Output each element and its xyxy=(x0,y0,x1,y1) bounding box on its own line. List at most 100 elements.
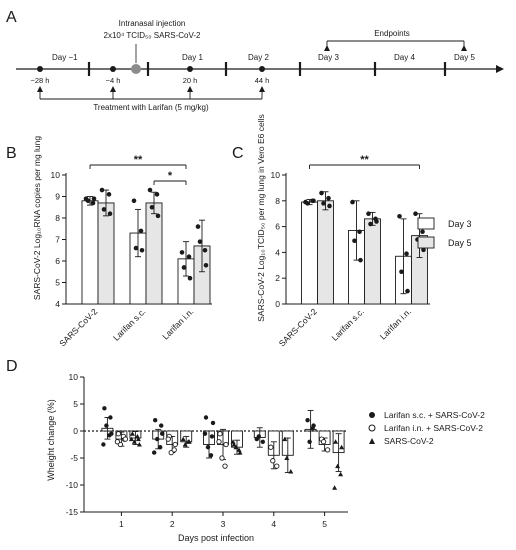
day-label-5: Day 5 xyxy=(454,53,475,62)
data-point xyxy=(155,213,161,219)
infection-dot xyxy=(131,64,141,74)
data-point xyxy=(108,415,113,420)
x-tick-label: 2 xyxy=(170,519,175,529)
hour-label-minus-28: −28 h xyxy=(31,76,50,85)
data-point xyxy=(172,441,178,448)
data-point xyxy=(115,431,122,437)
endpoints-label: Endpoints xyxy=(374,29,410,38)
data-point xyxy=(136,442,142,447)
data-point xyxy=(203,415,209,420)
data-point xyxy=(274,463,280,469)
data-point xyxy=(107,211,113,216)
data-point xyxy=(179,250,185,255)
bar xyxy=(145,202,163,305)
data-point xyxy=(405,288,410,294)
data-point xyxy=(128,436,134,442)
data-point xyxy=(139,247,145,253)
legend-cov-label: SARS-CoV-2 xyxy=(384,436,434,446)
data-point xyxy=(149,204,155,210)
data-point xyxy=(186,254,192,259)
panel-d-letter: D xyxy=(6,358,18,375)
y-tick-label: 8 xyxy=(55,213,60,223)
timeline-day-dividers xyxy=(87,62,447,76)
data-point xyxy=(223,441,229,448)
data-point xyxy=(219,455,225,461)
bar xyxy=(317,200,334,305)
legend-day5-swatch xyxy=(417,236,435,249)
y-tick-label: 9 xyxy=(55,192,60,202)
data-point xyxy=(133,245,139,251)
y-tick-label: 6 xyxy=(55,256,60,266)
data-point xyxy=(195,224,201,229)
data-point xyxy=(209,434,215,439)
y-tick-label: 10 xyxy=(69,372,79,382)
timeline-arrowhead xyxy=(496,65,504,73)
y-tick-label: 10 xyxy=(51,170,61,180)
data-point xyxy=(101,207,107,212)
data-point xyxy=(91,196,97,201)
data-point xyxy=(230,439,236,444)
data-point xyxy=(332,485,338,490)
y-tick-label: 4 xyxy=(55,299,60,309)
y-tick-label: 2 xyxy=(275,273,280,283)
y-tick-label: 4 xyxy=(275,247,280,257)
treatment-bracket xyxy=(39,90,263,100)
legend-in-marker xyxy=(368,424,376,432)
data-point xyxy=(358,257,363,263)
data-point xyxy=(320,439,327,445)
y-tick-label: 5 xyxy=(73,399,78,409)
data-point xyxy=(374,219,379,224)
data-point xyxy=(368,221,373,227)
data-point xyxy=(404,251,409,256)
data-point xyxy=(260,439,265,444)
data-point xyxy=(109,431,114,436)
data-point xyxy=(135,436,141,442)
data-point xyxy=(147,187,153,193)
data-point xyxy=(131,198,137,204)
category-label: Larifan s.c. xyxy=(329,306,365,342)
data-point xyxy=(203,263,209,268)
chart-b: 4 5 6 7 8 9 10 SARS-CoV-2 Larifan s.c. Larifan i.… xyxy=(51,154,212,348)
x-tick-label: 1 xyxy=(119,519,124,529)
data-point xyxy=(114,439,121,445)
data-point xyxy=(237,450,243,455)
x-tick-label: 5 xyxy=(322,519,327,529)
data-point xyxy=(327,203,332,209)
data-point xyxy=(236,447,242,452)
data-point xyxy=(101,442,106,447)
data-point xyxy=(333,439,339,444)
data-point xyxy=(106,192,112,197)
chart-d: -15 -10 -5 0 5 10 1 2 3 4 5 xyxy=(66,372,348,529)
y-tick-label: 8 xyxy=(275,196,280,206)
data-point xyxy=(335,463,341,469)
data-point xyxy=(90,200,96,206)
data-point xyxy=(324,447,331,453)
day-label-3: Day 3 xyxy=(318,53,339,62)
significance-label: * xyxy=(168,170,173,182)
hour-label-minus-4: −4 h xyxy=(106,76,121,85)
treatment-dots xyxy=(37,66,265,72)
day-label-1: Day 1 xyxy=(182,53,203,62)
data-point xyxy=(319,190,324,196)
data-point xyxy=(256,434,261,439)
bar xyxy=(364,218,381,305)
data-point xyxy=(270,458,276,464)
data-point xyxy=(399,269,404,275)
endpoints-bracket xyxy=(326,40,465,49)
y-tick-label: 0 xyxy=(73,426,78,436)
day-label-4: Day 4 xyxy=(394,53,415,62)
data-point xyxy=(185,439,191,444)
panel-d: D Wheight change (%) Days post infection… xyxy=(6,358,348,543)
data-point xyxy=(154,192,160,197)
data-point xyxy=(122,436,129,442)
category-label: Larifan i.n. xyxy=(378,306,413,341)
data-point xyxy=(305,418,310,423)
significance-label: ** xyxy=(134,154,143,166)
data-point xyxy=(216,439,222,445)
data-point xyxy=(155,436,160,442)
legend-sc-label: Larifan s.c. + SARS-CoV-2 xyxy=(384,410,485,420)
category-label: SARS-CoV-2 xyxy=(57,306,99,348)
y-tick-label: 0 xyxy=(275,299,280,309)
hour-label-44: 44 h xyxy=(255,76,270,85)
